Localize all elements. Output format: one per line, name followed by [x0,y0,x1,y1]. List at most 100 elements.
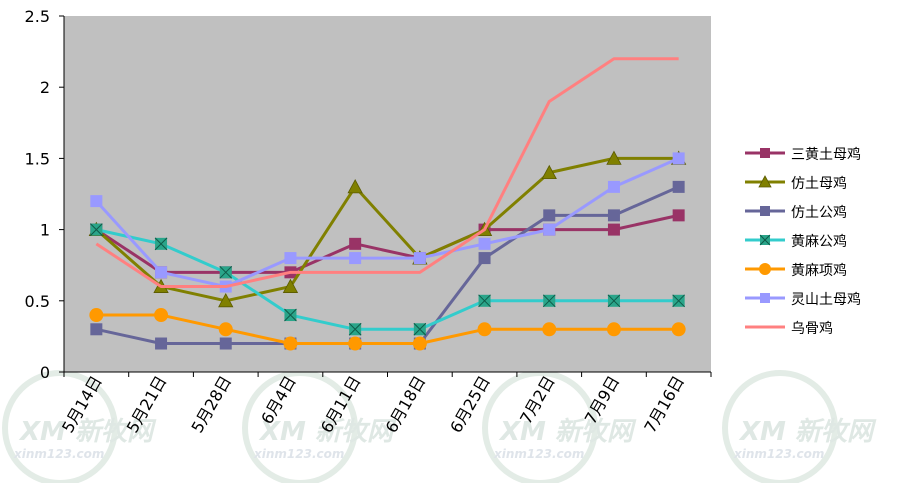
point-cross [89,223,103,236]
watermark-url: xinm123.com [493,447,584,461]
data-point [413,322,427,336]
data-point [155,337,168,350]
watermark-brand: XM 新牧网 [258,417,397,447]
data-point [284,252,297,265]
y-tick-label: 0.5 [25,292,50,311]
point-cross [672,294,686,308]
data-point [154,237,168,251]
data-point [607,294,621,308]
data-point [348,336,363,351]
legend-label: 三黄土母鸡 [791,146,861,163]
point-cross [348,322,362,336]
x-tick-label: 7月16日 [640,373,688,437]
data-point [89,223,103,236]
data-point [478,237,491,250]
watermark-brand: XM 新牧网 [738,417,877,447]
x-tick-label: 5月28日 [187,373,235,437]
watermark-url: xinm123.com [253,447,344,461]
point-cross [759,234,771,246]
data-point [477,322,492,337]
legend-swatch-marker [760,206,770,216]
data-point [672,294,686,308]
x-tick-label: 6月18日 [382,373,430,437]
data-point [90,323,103,336]
data-point [218,292,234,308]
legend-label: 仿土公鸡 [791,204,847,221]
data-point [478,294,491,308]
legend-label: 黄麻项鸡 [791,262,847,279]
data-point [413,252,426,265]
data-point [349,237,362,250]
data-point [607,180,620,193]
data-point [218,322,233,337]
data-point [543,209,556,222]
point-cross [284,308,297,322]
data-point [154,308,169,323]
data-point [155,266,168,279]
legend-swatch-marker [759,234,771,246]
data-point [542,322,557,337]
series-layer [88,57,687,351]
data-point [219,265,233,279]
series-line [95,57,679,289]
legend-label: 黄麻公鸡 [791,233,847,250]
data-point [219,337,232,350]
data-point [671,322,686,337]
data-point [672,180,685,193]
y-tick-label: 2.5 [25,7,50,26]
data-point [607,209,620,222]
legend-label: 仿土母鸡 [791,175,847,192]
y-tick-label: 1.5 [25,149,50,168]
data-point [606,322,621,337]
data-point [672,209,685,222]
data-point [90,195,103,208]
watermark-brand: XM 新牧网 [498,417,637,447]
legend-swatch-marker [759,263,771,275]
data-point [349,252,362,265]
legend-swatch-marker [760,293,770,303]
data-point [348,322,362,336]
legend-label: 灵山土母鸡 [791,291,861,308]
legend-swatch-marker [760,148,770,158]
legend-swatch-marker [758,175,772,188]
series-line [96,228,679,331]
point-cross [154,237,168,251]
point-cross [413,322,427,336]
watermark-url: xinm123.com [733,447,824,461]
point-cross [607,294,621,308]
series-5 [89,308,686,351]
point-cross [542,294,556,308]
data-point [284,308,297,322]
series-4 [89,223,686,336]
point-cross [478,294,491,308]
data-point [283,336,298,351]
series-line [95,213,679,274]
series-line [95,156,679,303]
data-point [541,164,557,180]
data-point [89,308,104,323]
watermark-url: xinm123.com [13,447,104,461]
watermark-brand: XM 新牧网 [18,417,157,447]
data-point [412,336,427,351]
data-point [347,179,363,194]
data-point [542,294,556,308]
legend-label: 乌骨鸡 [791,320,833,337]
series-7 [95,57,679,289]
data-point [672,152,685,165]
data-point [543,223,556,236]
data-point [606,150,622,165]
y-tick-label: 0 [40,363,50,382]
data-point [282,278,299,293]
y-tick-label: 2 [40,78,50,97]
y-tick-label: 1 [40,221,50,240]
series-6 [90,152,685,293]
series-line [95,157,680,289]
series-line [96,313,679,346]
data-point [478,252,491,265]
point-cross [219,265,233,279]
data-point [607,223,620,236]
